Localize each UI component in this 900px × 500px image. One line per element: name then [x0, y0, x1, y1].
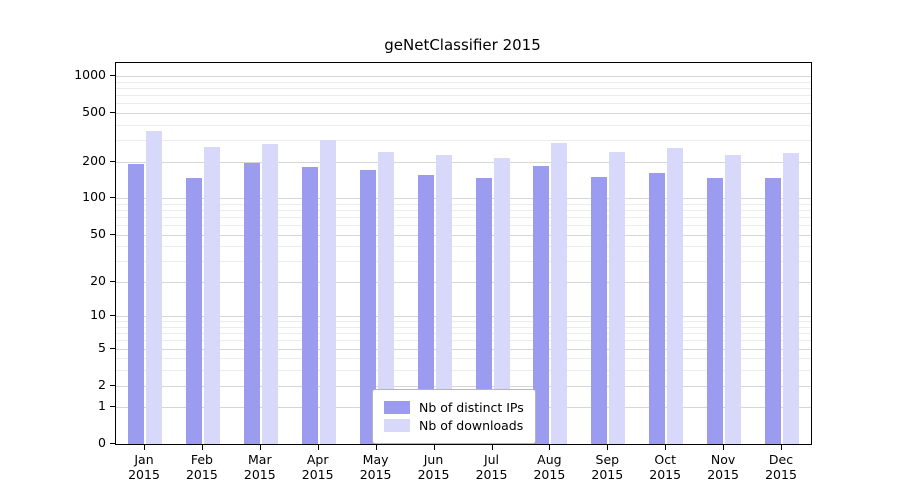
- bar-may-downloads: [377, 152, 394, 444]
- y-tick-label-0: 0: [98, 435, 106, 450]
- x-tick-label-jan: Jan 2015: [128, 452, 160, 482]
- y-tick-label-1000: 1000: [74, 67, 106, 83]
- gridline-90: [116, 203, 811, 205]
- x-tick-mark: [375, 445, 377, 450]
- x-tick-mark: [433, 445, 435, 450]
- bar-nov-downloads: [725, 155, 742, 444]
- gridline-800: [116, 88, 811, 89]
- legend-label-distinct-ips: Nb of distinct IPs: [419, 400, 524, 415]
- gridline-50: [116, 234, 811, 236]
- gridline-7: [116, 333, 811, 335]
- bar-sep-distinct-ips: [591, 176, 608, 444]
- gridline-30: [116, 261, 811, 263]
- gridline-300: [116, 140, 811, 142]
- gridline-60: [116, 225, 811, 227]
- x-tick-mark: [491, 445, 493, 450]
- x-tick-label-dec: Dec 2015: [765, 452, 797, 482]
- y-tick-label-500: 500: [82, 104, 106, 119]
- y-tick-label-5: 5: [98, 339, 106, 355]
- y-tick-label-10: 10: [90, 307, 106, 323]
- x-tick-label-apr: Apr 2015: [301, 452, 334, 482]
- gridline-6: [116, 340, 811, 342]
- legend-item-distinct-ips: Nb of distinct IPs: [384, 400, 524, 415]
- legend-label-downloads: Nb of downloads: [419, 418, 524, 433]
- bar-jul-distinct-ips: [475, 177, 492, 444]
- gridline-400: [116, 124, 811, 126]
- bar-oct-downloads: [667, 147, 684, 444]
- x-tick-mark: [665, 445, 667, 450]
- x-tick-mark: [549, 445, 551, 450]
- x-tick-label-nov: Nov 2015: [707, 452, 739, 482]
- y-tick-label-200: 200: [82, 152, 106, 168]
- gridline-3: [116, 370, 811, 372]
- bar-jan-downloads: [146, 131, 162, 444]
- gridline-10: [116, 316, 811, 318]
- bar-dec-distinct-ips: [765, 177, 781, 444]
- x-tick-mark: [607, 445, 609, 450]
- x-tick-mark: [144, 445, 145, 450]
- bar-oct-distinct-ips: [649, 172, 666, 444]
- gridline-8: [116, 327, 811, 328]
- legend: Nb of distinct IPs Nb of downloads: [372, 389, 536, 444]
- bar-apr-distinct-ips: [301, 166, 318, 444]
- gridline-40: [116, 246, 811, 248]
- x-tick-label-feb: Feb 2015: [185, 452, 218, 482]
- x-tick-label-sep: Sep 2015: [591, 452, 624, 482]
- legend-item-downloads: Nb of downloads: [384, 418, 524, 433]
- bar-nov-distinct-ips: [707, 178, 724, 444]
- y-tick-label-100: 100: [82, 189, 106, 205]
- bar-sep-downloads: [609, 152, 626, 444]
- legend-swatch-distinct-ips: [384, 401, 410, 414]
- gridline-600: [116, 103, 811, 105]
- bar-aug-distinct-ips: [533, 165, 550, 444]
- x-tick-label-mar: Mar 2015: [243, 452, 276, 482]
- x-tick-label-jul: Jul 2015: [475, 452, 508, 482]
- x-tick-mark: [317, 445, 319, 450]
- bar-jun-downloads: [435, 155, 452, 444]
- bar-dec-downloads: [783, 153, 799, 444]
- bar-aug-downloads: [551, 143, 568, 444]
- x-tick-label-may: May 2015: [359, 452, 392, 482]
- bar-mar-distinct-ips: [243, 163, 260, 444]
- y-tick-label-1: 1: [98, 398, 106, 414]
- y-tick-label-2: 2: [98, 376, 106, 392]
- x-tick-mark: [723, 445, 725, 450]
- x-tick-label-aug: Aug 2015: [533, 452, 566, 482]
- bar-feb-downloads: [203, 147, 220, 444]
- bar-may-distinct-ips: [359, 170, 376, 444]
- y-tick-label-20: 20: [90, 272, 106, 288]
- gridline-4: [116, 358, 811, 360]
- gridline-20: [116, 281, 811, 283]
- gridline-9: [116, 321, 811, 323]
- bar-mar-downloads: [261, 144, 278, 444]
- bar-jul-downloads: [493, 158, 510, 444]
- gridline-500: [116, 113, 811, 114]
- gridline-2: [116, 385, 811, 387]
- y-tick-label-50: 50: [90, 225, 106, 241]
- gridline-900: [116, 81, 811, 83]
- plot-area: Nb of distinct IPs Nb of downloads: [115, 62, 812, 445]
- chart-title: geNetClassifier 2015: [384, 36, 541, 54]
- x-tick-mark: [201, 445, 203, 450]
- gridline-200: [116, 161, 811, 163]
- bar-apr-downloads: [319, 140, 336, 444]
- x-tick-mark: [259, 445, 261, 450]
- bar-jan-distinct-ips: [128, 164, 144, 444]
- gridline-700: [116, 95, 811, 97]
- gridline-80: [116, 210, 811, 211]
- x-tick-mark: [781, 445, 782, 450]
- legend-swatch-downloads: [384, 419, 410, 432]
- gridline-5: [116, 348, 811, 350]
- gridline-100: [116, 198, 811, 200]
- bars-layer: [116, 63, 811, 444]
- x-tick-label-oct: Oct 2015: [649, 452, 682, 482]
- gridline-70: [116, 217, 811, 218]
- x-tick-label-jun: Jun 2015: [417, 452, 450, 482]
- bar-feb-distinct-ips: [185, 177, 202, 444]
- gridline-1000: [116, 76, 811, 78]
- bar-jun-distinct-ips: [417, 175, 434, 444]
